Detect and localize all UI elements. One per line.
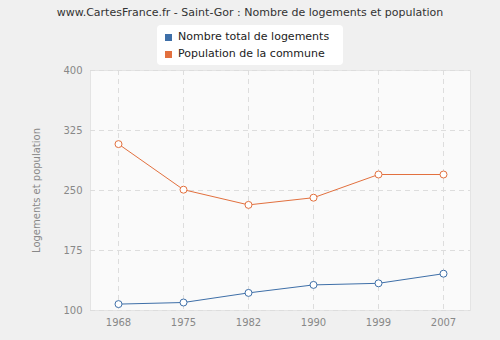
svg-text:1968: 1968 bbox=[106, 317, 131, 328]
html-text:www.CartesFrance.fr - Saint-Go: www.CartesFrance.fr - Saint-Gor : Nombre… bbox=[56, 6, 444, 19]
html-text:Population de la commune: Population de la commune bbox=[178, 47, 325, 60]
svg-text:1990: 1990 bbox=[301, 317, 326, 328]
svg-text:2007: 2007 bbox=[431, 317, 456, 328]
svg-text:175: 175 bbox=[63, 245, 82, 256]
svg-text:325: 325 bbox=[63, 125, 82, 136]
svg-text:100: 100 bbox=[63, 305, 82, 316]
html-text:Nombre total de logements: Nombre total de logements bbox=[178, 30, 330, 43]
svg-text:1999: 1999 bbox=[366, 317, 391, 328]
svg-text:Logements et population: Logements et population bbox=[31, 128, 42, 253]
svg-text:1982: 1982 bbox=[236, 317, 261, 328]
svg-text:1975: 1975 bbox=[171, 317, 196, 328]
svg-text:400: 400 bbox=[63, 65, 82, 76]
svg-text:250: 250 bbox=[63, 185, 82, 196]
